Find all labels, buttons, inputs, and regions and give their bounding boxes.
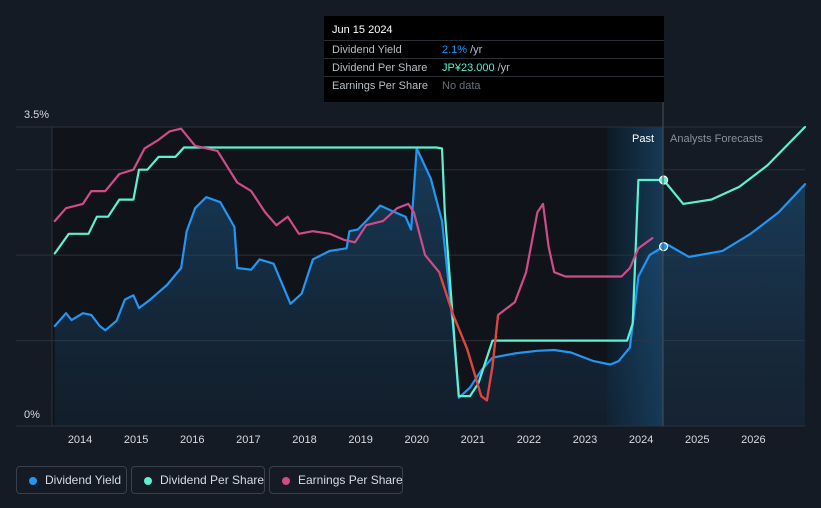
x-tick-label: 2019 [348,434,372,446]
legend-label: Dividend Per Share [160,473,265,487]
x-tick-label: 2014 [68,434,92,446]
legend-label: Earnings Per Share [298,473,403,487]
forecast-label: Analysts Forecasts [670,133,763,145]
dividend-per-share-value: JP¥23.000 [442,62,495,74]
series-areas [54,148,806,426]
x-tick-label: 2023 [573,434,597,446]
earnings-per-share-line [53,127,654,402]
earnings-per-share-value: No data [442,80,481,92]
tooltip-value: 2.1%/yr [442,44,482,56]
tooltip-date: Jun 15 2024 [332,24,393,36]
x-tick-label: 2016 [180,434,204,446]
past-label: Past [632,133,654,145]
earnings-per-share-negative-segment [438,271,500,402]
legend-dot-icon [144,477,152,485]
tooltip-label: Dividend Per Share [332,62,428,74]
x-tick-label: 2025 [685,434,709,446]
legend-earnings-per-share[interactable]: Earnings Per Share [269,466,403,494]
y-axis: 3.5% 0% [24,109,49,421]
legend-label: Dividend Yield [45,473,122,487]
y-tick-label: 0% [24,409,40,421]
tooltip-label: Earnings Per Share [332,80,428,92]
y-tick-label: 3.5% [24,109,49,121]
tooltip: Jun 15 2024 Dividend Yield 2.1%/yr Divid… [324,16,664,102]
x-tick-label: 2021 [461,434,485,446]
series-lines [53,125,807,402]
x-tick-label: 2015 [124,434,148,446]
legend-dividend-per-share[interactable]: Dividend Per Share [131,466,265,494]
legend-dividend-yield[interactable]: Dividend Yield [16,466,127,494]
tooltip-row-dividend-yield: Dividend Yield 2.1%/yr [324,40,664,59]
tooltip-row-earnings-per-share: Earnings Per Share No data [324,76,664,95]
x-tick-label: 2024 [629,434,653,446]
dividend-yield-value: 2.1% [442,44,468,56]
dividend-yield-area [54,148,806,426]
x-tick-label: 2017 [236,434,260,446]
dividend-per-share-line [53,125,807,398]
dividend-per-share-marker[interactable] [659,175,669,185]
tooltip-value: No data [442,80,481,92]
x-tick-label: 2018 [292,434,316,446]
x-tick-label: 2022 [517,434,541,446]
x-tick-label: 2020 [404,434,428,446]
x-axis: 2014 2015 2016 2017 2018 2019 2020 2021 2022 2023… [68,434,766,446]
tooltip-label: Dividend Yield [332,44,402,56]
x-tick-label: 2026 [741,434,765,446]
dividend-yield-line [53,147,807,399]
tooltip-value: JP¥23.000/yr [442,62,510,74]
dividend-yield-marker[interactable] [659,242,669,252]
tooltip-unit: /yr [470,44,483,56]
legend-dot-icon [29,477,37,485]
tooltip-unit: /yr [497,62,510,74]
tooltip-row-dividend-per-share: Dividend Per Share JP¥23.000/yr [324,58,664,77]
legend-dot-icon [282,477,290,485]
series-markers [659,175,669,252]
